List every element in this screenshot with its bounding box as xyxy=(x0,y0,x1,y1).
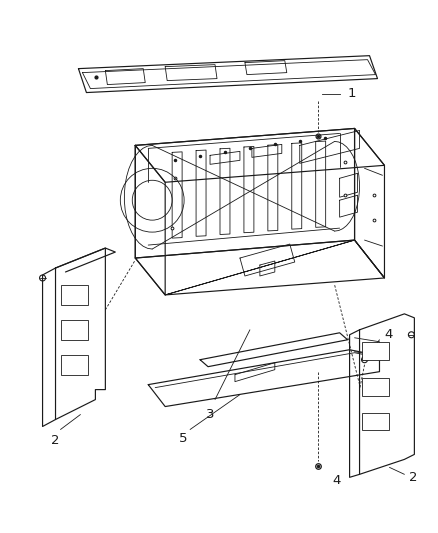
Text: 5: 5 xyxy=(179,432,187,446)
Bar xyxy=(60,320,88,340)
Text: 4: 4 xyxy=(332,474,341,487)
Text: 4: 4 xyxy=(385,328,393,341)
Bar xyxy=(60,355,88,375)
Text: 1: 1 xyxy=(348,87,356,100)
Bar xyxy=(361,378,389,395)
Text: 2: 2 xyxy=(410,471,418,484)
Text: 2: 2 xyxy=(51,434,60,448)
Bar xyxy=(60,285,88,305)
Bar xyxy=(361,342,389,360)
Bar xyxy=(361,413,389,431)
Text: 3: 3 xyxy=(206,408,214,421)
